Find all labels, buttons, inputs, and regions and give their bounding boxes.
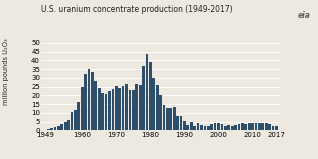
Bar — [207, 126, 210, 130]
Bar — [238, 124, 240, 130]
Bar — [132, 90, 135, 130]
Bar — [234, 125, 237, 130]
Bar — [200, 125, 203, 130]
Bar — [125, 84, 128, 130]
Bar — [193, 126, 196, 130]
Bar — [258, 122, 261, 130]
Bar — [214, 123, 217, 130]
Bar — [118, 87, 121, 130]
Bar — [50, 128, 53, 130]
Bar — [162, 105, 165, 130]
Bar — [54, 127, 56, 130]
Bar — [84, 74, 87, 130]
Bar — [142, 66, 145, 130]
Bar — [180, 115, 183, 130]
Bar — [146, 54, 148, 130]
Bar — [176, 116, 179, 130]
Bar — [231, 126, 233, 130]
Bar — [255, 123, 257, 130]
Bar — [101, 93, 104, 130]
Bar — [135, 84, 138, 130]
Bar — [197, 122, 199, 130]
Text: U.S. uranium concentrate production (1949-2017): U.S. uranium concentrate production (194… — [41, 5, 233, 14]
Bar — [78, 102, 80, 130]
Bar — [224, 126, 227, 130]
Bar — [81, 87, 84, 130]
Bar — [159, 94, 162, 130]
Bar — [183, 121, 186, 130]
Bar — [105, 94, 107, 130]
Bar — [221, 124, 223, 130]
Bar — [272, 126, 274, 130]
Bar — [60, 124, 63, 130]
Bar — [204, 126, 206, 130]
Text: million pounds U₂O₃: million pounds U₂O₃ — [3, 38, 9, 105]
Bar — [241, 122, 244, 130]
Bar — [91, 72, 94, 130]
Bar — [248, 123, 251, 130]
Bar — [149, 62, 152, 130]
Bar — [251, 123, 254, 130]
Bar — [128, 90, 131, 130]
Bar — [265, 122, 267, 130]
Text: eia: eia — [297, 11, 310, 20]
Bar — [166, 108, 169, 130]
Bar — [115, 86, 118, 130]
Bar — [169, 108, 172, 130]
Bar — [71, 112, 73, 130]
Bar — [156, 85, 159, 130]
Bar — [98, 88, 100, 130]
Bar — [245, 124, 247, 130]
Bar — [227, 125, 230, 130]
Bar — [94, 80, 97, 130]
Bar — [57, 126, 60, 130]
Bar — [108, 91, 111, 130]
Bar — [47, 129, 50, 130]
Bar — [122, 86, 124, 130]
Bar — [139, 85, 142, 130]
Bar — [217, 122, 220, 130]
Bar — [173, 107, 176, 130]
Bar — [74, 110, 77, 130]
Bar — [210, 124, 213, 130]
Bar — [268, 124, 271, 130]
Bar — [64, 122, 66, 130]
Bar — [186, 125, 189, 130]
Bar — [88, 69, 90, 130]
Bar — [112, 89, 114, 130]
Bar — [190, 122, 193, 130]
Bar — [152, 78, 155, 130]
Bar — [275, 126, 278, 130]
Bar — [67, 120, 70, 130]
Bar — [261, 122, 264, 130]
